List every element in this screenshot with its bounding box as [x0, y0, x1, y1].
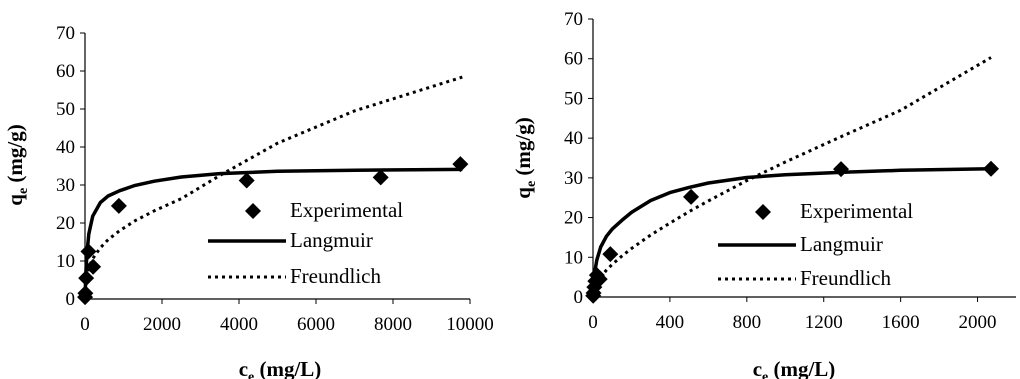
y-tick-label: 30	[56, 175, 75, 196]
y-axis-title-main: q	[511, 187, 535, 199]
x-tick-label: 400	[656, 312, 685, 333]
x-tick-label: 2000	[143, 314, 181, 335]
x-tick-label: 2000	[959, 312, 997, 333]
x-tick-label: 6000	[297, 314, 335, 335]
y-tick-label: 70	[564, 9, 583, 30]
y-tick-label: 10	[564, 247, 583, 268]
y-axis-title-subscript: e	[16, 188, 31, 194]
experimental-data-point	[372, 169, 389, 186]
y-tick-label: 0	[66, 289, 76, 310]
y-tick-label: 50	[56, 99, 75, 120]
y-axis-title-unit: (mg/g)	[511, 117, 535, 181]
y-tick-label: 20	[56, 213, 75, 234]
x-tick-label: 10000	[446, 314, 494, 335]
y-tick-label: 40	[56, 137, 75, 158]
legend-langmuir-label: Langmuir	[800, 232, 883, 256]
legend-experimental-label: Experimental	[290, 198, 403, 222]
x-axis-title: ce (mg/L)	[239, 357, 322, 379]
langmuir-curve	[591, 166, 992, 298]
experimental-data-point	[983, 160, 1000, 177]
legend: Experimental Langmuir Freundlich	[718, 199, 913, 290]
experimental-data-point	[602, 246, 619, 263]
x-tick-label: 1600	[882, 312, 920, 333]
experimental-data-point	[110, 197, 127, 214]
y-tick-label: 70	[56, 23, 75, 44]
y-axis-title: qe (mg/g)	[511, 117, 539, 198]
legend-freundlich-label: Freundlich	[290, 264, 381, 288]
x-tick-label: 1200	[805, 312, 843, 333]
y-axis-title-subscript: e	[524, 181, 539, 187]
experimental-data-point	[683, 188, 700, 205]
x-axis-title-subscript: e	[762, 370, 768, 379]
x-axis-title-main: c	[239, 357, 248, 379]
legend-experimental-label: Experimental	[800, 199, 913, 223]
y-tick-label: 50	[564, 88, 583, 109]
x-axis-title-unit: (mg/L)	[254, 357, 321, 379]
y-tick-label: 60	[56, 61, 75, 82]
x-axis-title-unit: (mg/L)	[768, 357, 835, 379]
experimental-data-point	[238, 172, 255, 189]
langmuir-curve	[83, 167, 463, 300]
x-tick-label: 0	[80, 314, 90, 335]
y-tick-label: 60	[564, 49, 583, 70]
legend-freundlich-label: Freundlich	[800, 266, 891, 290]
x-axis-title-subscript: e	[248, 370, 254, 379]
x-axis-title: ce (mg/L)	[753, 357, 836, 379]
y-axis-title-unit: (mg/g)	[3, 124, 27, 188]
legend-experimental-symbol	[245, 203, 261, 219]
y-tick-label: 10	[56, 251, 75, 272]
y-axis-title-main: q	[3, 194, 27, 206]
x-tick-label: 800	[733, 312, 762, 333]
experimental-data-point	[833, 161, 850, 178]
legend-langmuir-label: Langmuir	[290, 228, 373, 252]
freundlich-curve	[83, 75, 463, 300]
legend: Experimental Langmuir Freundlich	[208, 198, 403, 288]
y-tick-label: 20	[564, 208, 583, 229]
y-axis-title: qe (mg/g)	[3, 124, 31, 205]
x-tick-label: 4000	[220, 314, 258, 335]
freundlich-curve	[591, 56, 992, 298]
chart-1: 0 10 20 30 40 50 60 70 0 2000 4000 6000 8000 10000 ce …	[3, 23, 494, 379]
x-axis-title-main: c	[753, 357, 762, 379]
y-tick-label: 0	[574, 287, 584, 308]
y-tick-label: 30	[564, 168, 583, 189]
x-tick-label: 0	[588, 312, 598, 333]
legend-experimental-symbol	[755, 204, 771, 220]
x-tick-label: 8000	[374, 314, 412, 335]
y-tick-label: 40	[564, 128, 583, 149]
